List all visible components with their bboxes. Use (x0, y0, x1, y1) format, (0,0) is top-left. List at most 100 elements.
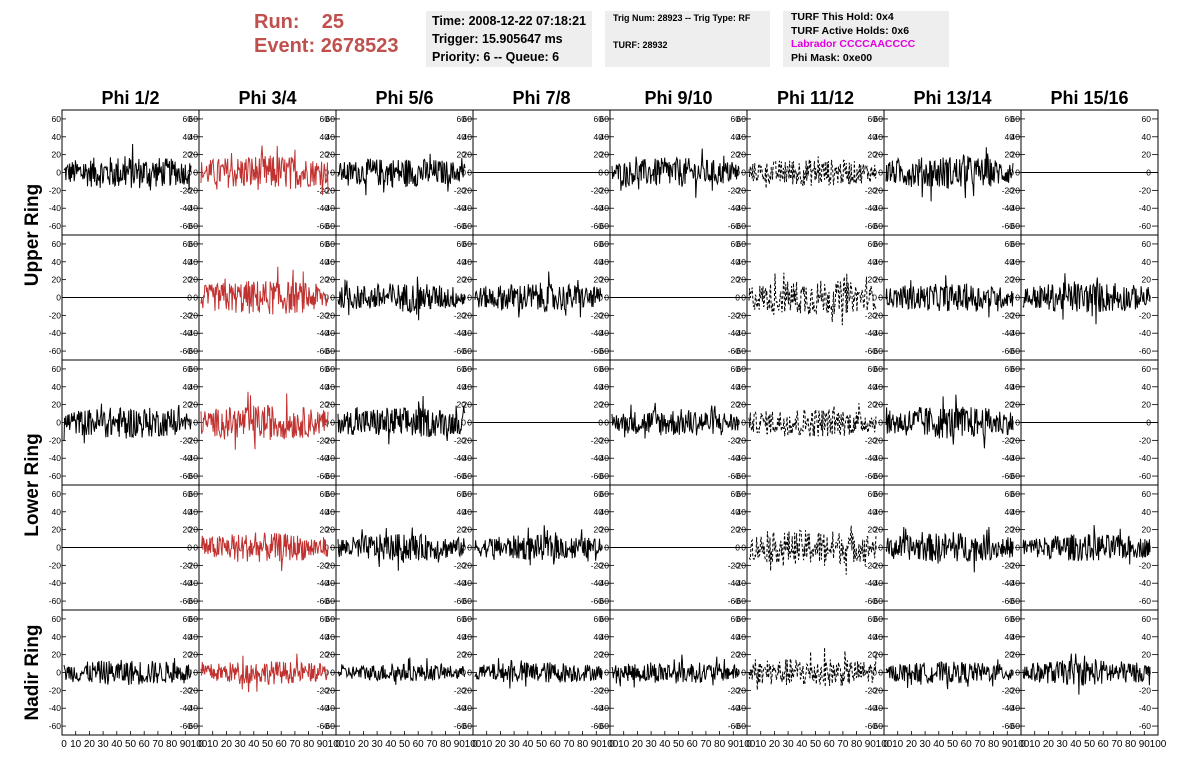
y-tick-label: -60 (323, 346, 336, 356)
x-tick-label: 50 (673, 739, 685, 750)
x-tick-label: 100 (191, 739, 208, 750)
y-tick-label: 60 (189, 239, 199, 249)
y-tick-label: -40 (1139, 578, 1152, 588)
y-tick-label: 60 (1005, 364, 1015, 374)
y-tick-label: -40 (49, 453, 62, 463)
y-tick-label: -20 (454, 185, 467, 195)
y-tick-label: 20 (463, 150, 473, 160)
y-tick-label: 20 (52, 150, 62, 160)
y-tick-label: 20 (594, 150, 604, 160)
y-tick-label: 40 (1005, 632, 1015, 642)
y-tick-label: 60 (463, 239, 473, 249)
y-tick-label: 40 (594, 382, 604, 392)
x-tick-label: 70 (426, 739, 438, 750)
y-tick-label: 20 (737, 525, 747, 535)
y-tick-label: 20 (1005, 275, 1015, 285)
y-tick-label: -40 (1008, 578, 1021, 588)
y-tick-label: -20 (1008, 310, 1021, 320)
y-tick-label: -20 (728, 310, 741, 320)
x-tick-label: 40 (659, 739, 671, 750)
x-tick-label: 90 (728, 739, 740, 750)
y-tick-label: 60 (868, 114, 878, 124)
y-tick-label: -60 (728, 346, 741, 356)
x-tick-label: 50 (125, 739, 137, 750)
y-tick-label: 0 (330, 418, 335, 428)
x-tick-label: 100 (876, 739, 893, 750)
y-tick-label: -20 (728, 435, 741, 445)
event-line: Event: 2678523 (254, 34, 399, 58)
y-tick-label: -20 (49, 560, 62, 570)
waveform-trace (63, 657, 192, 686)
y-tick-label: 40 (457, 382, 467, 392)
y-tick-label: -60 (597, 721, 610, 731)
x-tick-label: 60 (139, 739, 151, 750)
y-tick-label: 20 (874, 650, 884, 660)
y-tick-label: -40 (597, 203, 610, 213)
y-tick-label: 40 (463, 507, 473, 517)
y-tick-label: 40 (1142, 507, 1152, 517)
y-tick-label: 20 (189, 150, 199, 160)
y-tick-label: 40 (868, 257, 878, 267)
y-tick-label: 0 (878, 293, 883, 303)
y-tick-label: -40 (597, 578, 610, 588)
waveform-trace (611, 402, 740, 439)
y-tick-label: 40 (189, 382, 199, 392)
y-tick-label: 40 (1005, 507, 1015, 517)
y-tick-label: -20 (180, 435, 193, 445)
y-tick-label: -20 (1139, 185, 1152, 195)
y-tick-label: -40 (728, 578, 741, 588)
y-tick-label: 60 (457, 364, 467, 374)
column-label: Phi 15/16 (1050, 88, 1128, 108)
y-tick-label: 20 (594, 525, 604, 535)
y-tick-label: -60 (597, 221, 610, 231)
y-tick-label: -60 (317, 596, 330, 606)
y-tick-label: -60 (734, 221, 747, 231)
x-tick-label: 70 (1111, 739, 1123, 750)
y-tick-label: -40 (1002, 453, 1015, 463)
y-tick-label: 60 (183, 364, 193, 374)
y-tick-label: -40 (1008, 203, 1021, 213)
y-tick-label: -60 (591, 346, 604, 356)
y-tick-label: 40 (874, 632, 884, 642)
y-tick-label: 0 (56, 543, 61, 553)
priority-text: Priority: 6 -- Queue: 6 (432, 50, 560, 64)
y-tick-label: -60 (460, 721, 473, 731)
x-tick-label: 100 (328, 739, 345, 750)
y-tick-label: -60 (865, 221, 878, 231)
y-tick-label: 60 (600, 364, 610, 374)
y-tick-label: -20 (1002, 435, 1015, 445)
waveform-trace (885, 147, 1014, 202)
y-tick-label: -20 (49, 185, 62, 195)
y-tick-label: 40 (868, 132, 878, 142)
y-tick-label: 20 (183, 275, 193, 285)
y-tick-label: 0 (878, 418, 883, 428)
y-tick-label: -40 (591, 703, 604, 713)
y-tick-label: -60 (454, 596, 467, 606)
y-tick-label: 40 (600, 632, 610, 642)
y-tick-label: 0 (461, 418, 466, 428)
y-tick-label: -20 (454, 685, 467, 695)
y-tick-label: -20 (865, 685, 878, 695)
y-tick-label: 40 (594, 132, 604, 142)
y-tick-label: -20 (180, 310, 193, 320)
x-tick-label: 10 (70, 739, 82, 750)
y-tick-label: 60 (326, 364, 336, 374)
x-tick-label: 40 (1070, 739, 1082, 750)
y-tick-label: -40 (460, 578, 473, 588)
y-tick-label: -60 (180, 721, 193, 731)
y-tick-label: 40 (183, 257, 193, 267)
y-tick-label: 20 (868, 650, 878, 660)
y-tick-label: 20 (52, 650, 62, 660)
x-tick-label: 70 (289, 739, 301, 750)
x-tick-label: 50 (536, 739, 548, 750)
y-tick-label: -40 (323, 453, 336, 463)
y-tick-label: 20 (868, 275, 878, 285)
y-tick-label: -60 (865, 471, 878, 481)
x-tick-label: 100 (739, 739, 756, 750)
y-tick-label: 40 (594, 507, 604, 517)
y-tick-label: 40 (326, 632, 336, 642)
y-tick-label: 20 (320, 400, 330, 410)
